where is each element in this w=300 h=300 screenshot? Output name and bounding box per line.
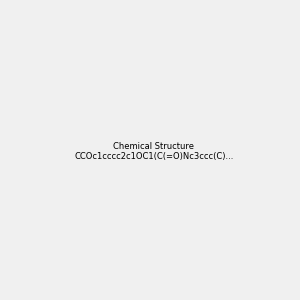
Text: Chemical Structure
CCOc1cccc2c1OC1(C(=O)Nc3ccc(C)...: Chemical Structure CCOc1cccc2c1OC1(C(=O)… (74, 142, 233, 161)
